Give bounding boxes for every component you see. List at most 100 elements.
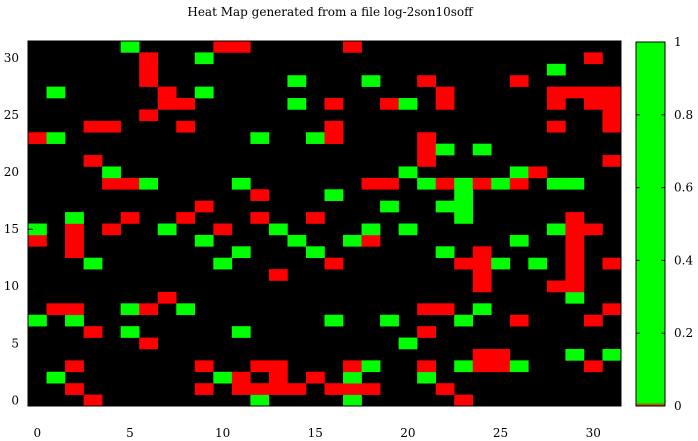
heatmap-cell — [435, 246, 455, 259]
heatmap-cell — [491, 348, 511, 361]
heatmap-cell — [472, 348, 492, 361]
heatmap-cell — [305, 371, 325, 384]
heatmap-cell — [417, 143, 436, 156]
heatmap-cell — [102, 166, 121, 179]
heatmap-cell — [602, 348, 622, 361]
heatmap-cell — [472, 246, 492, 259]
heatmap-cell — [454, 257, 474, 270]
colorbar-frame — [635, 41, 666, 407]
heatmap-cell — [65, 314, 84, 327]
heatmap-cell — [509, 177, 529, 190]
heatmap-cell — [361, 383, 381, 395]
heatmap-cell — [231, 41, 251, 53]
heatmap-cell — [305, 132, 325, 144]
heatmap-cell — [231, 246, 251, 259]
heatmap-cell — [287, 234, 307, 247]
heatmap-cell — [509, 166, 529, 179]
heatmap-cell — [417, 75, 436, 87]
heatmap-cell — [194, 360, 214, 373]
heatmap-cell — [454, 360, 474, 373]
plot-frame — [27, 40, 622, 407]
heatmap-cell — [417, 303, 436, 316]
heatmap-cell — [343, 41, 362, 53]
heatmap-cell — [231, 371, 251, 384]
heatmap-cell — [546, 86, 566, 99]
heatmap-cell — [65, 303, 84, 316]
heatmap-cell — [583, 98, 603, 110]
heatmap-cell — [65, 246, 84, 259]
heatmap-cell — [602, 155, 622, 167]
heatmap-cell — [546, 120, 566, 133]
heatmap-cell — [102, 223, 121, 236]
heatmap-cell — [102, 120, 121, 133]
heatmap-cell — [454, 394, 474, 407]
y-tick-label: 25 — [4, 108, 19, 122]
heatmap-cell — [157, 86, 177, 99]
x-tick-label: 10 — [215, 426, 230, 440]
heatmap-cell — [176, 212, 196, 224]
heatmap-cell — [472, 360, 492, 373]
heatmap-cell — [491, 177, 511, 190]
heatmap-cell — [583, 360, 603, 373]
heatmap-cell — [83, 394, 103, 407]
y-tick-label: 15 — [4, 222, 19, 236]
y-axis: 0 5 10 15 20 25 30 — [4, 51, 33, 407]
heatmap-cell — [28, 234, 47, 247]
heatmap-cell — [417, 132, 436, 144]
heatmap-cell — [324, 120, 344, 133]
colorbar-tick-label: 0.4 — [674, 253, 693, 267]
heatmap-cell — [343, 383, 362, 395]
heatmap-cell — [472, 303, 492, 316]
heatmap-cell — [509, 314, 529, 327]
heatmap-cell — [435, 86, 455, 99]
heatmap-cell — [157, 223, 177, 236]
heatmap-cell — [546, 223, 566, 236]
heatmap-cell — [139, 109, 159, 122]
heatmap-cell — [454, 314, 474, 327]
heatmap-cell — [380, 177, 399, 190]
heatmap-cell — [250, 189, 270, 201]
heatmap-cell — [565, 223, 585, 236]
colorbar-tick-label: 0.6 — [674, 181, 693, 195]
heatmap-cell — [417, 326, 436, 338]
heatmap-cell — [250, 132, 270, 144]
heatmap-cell — [194, 234, 214, 247]
heatmap-cell — [343, 360, 362, 373]
heatmap-cell — [602, 98, 622, 110]
heatmap-cell — [46, 86, 66, 99]
x-tick-label: 5 — [126, 426, 134, 440]
heatmap-cell — [361, 75, 381, 87]
heatmap-cell — [194, 383, 214, 395]
heatmap-cell — [194, 52, 214, 65]
heatmap-cell — [324, 257, 344, 270]
heatmap-cell — [250, 394, 270, 407]
heatmap-cell — [324, 383, 344, 395]
heatmap-cell — [565, 291, 585, 304]
x-tick-label: 0 — [33, 426, 41, 440]
heatmap-cell — [65, 212, 84, 224]
heatmap-cell — [120, 303, 140, 316]
heatmap-cell — [343, 394, 362, 407]
heatmap-cell — [231, 177, 251, 190]
heatmap-cell — [435, 200, 455, 213]
colorbar-tick-label: 0 — [674, 399, 682, 413]
heatmap-cell — [102, 177, 121, 190]
colorbar-tick-label: 0.2 — [674, 326, 693, 340]
heatmap-cell — [28, 132, 47, 144]
heatmap-cell — [435, 98, 455, 110]
heatmap-cell — [343, 234, 362, 247]
heatmap-cells — [28, 41, 622, 407]
heatmap-cell — [398, 166, 418, 179]
heatmap-cell — [305, 246, 325, 259]
heatmap-cell — [268, 360, 288, 373]
heatmap-cell — [194, 86, 214, 99]
heatmap-cell — [546, 177, 566, 190]
heatmap-cell — [83, 326, 103, 338]
heatmap-cell — [565, 348, 585, 361]
heatmap-cell — [324, 132, 344, 144]
colorbar-ticks: 0 0.2 0.4 0.6 0.8 1 — [636, 35, 693, 413]
heatmap-cell — [176, 303, 196, 316]
heatmap-cell — [472, 257, 492, 270]
heatmap-cell — [213, 41, 233, 53]
